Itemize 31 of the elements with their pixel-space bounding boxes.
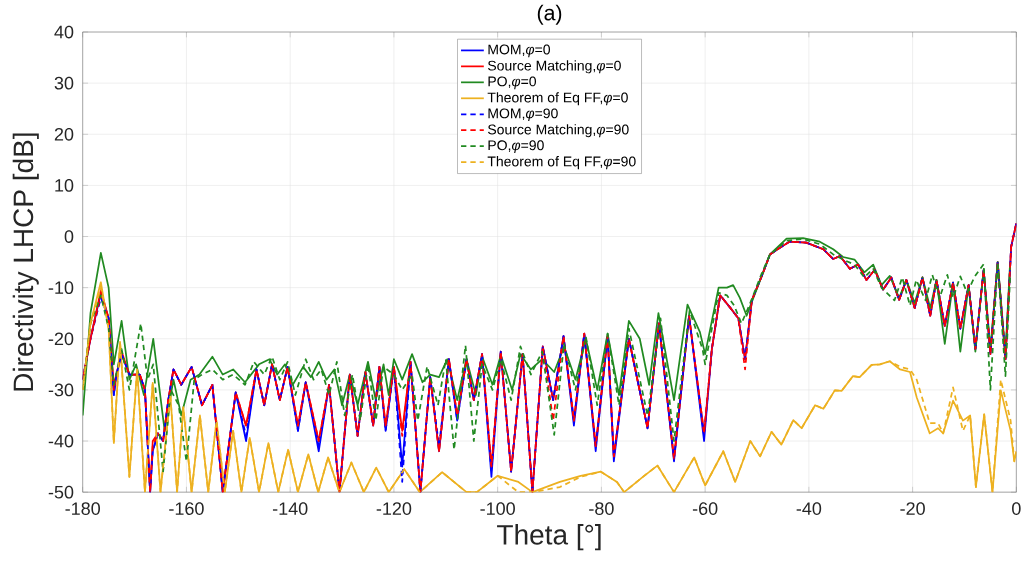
x-tick-label: -160	[169, 502, 204, 516]
x-tick-label: -180	[65, 502, 101, 516]
legend-label: Source Matching,φ=90	[487, 124, 629, 138]
x-tick-label: -40	[796, 502, 822, 516]
y-tick-label: -10	[48, 281, 74, 295]
y-tick-label: -30	[48, 383, 74, 397]
legend-label: Theorem of Eq FF,φ=0	[487, 92, 628, 106]
x-tick-label: -100	[480, 502, 515, 516]
y-tick-label: 10	[55, 179, 74, 192]
x-tick-label: -80	[589, 502, 614, 516]
x-tick-label: -120	[376, 502, 412, 516]
y-tick-label: -40	[48, 434, 74, 448]
y-tick-label: 40	[54, 25, 74, 39]
chart-title: (a)	[537, 4, 562, 25]
x-tick-label: -60	[692, 502, 718, 516]
y-tick-label: -20	[48, 332, 74, 346]
x-tick-label: 0	[1012, 502, 1021, 516]
legend-label: MOM,φ=90	[488, 108, 558, 122]
legend-label: MOM,φ=0	[488, 44, 551, 58]
legend-label: PO,φ=90	[488, 140, 544, 154]
legend-label: Source Matching,φ=0	[487, 60, 621, 74]
y-axis-title: Directivity LHCP [dB]	[12, 133, 39, 391]
legend-label: Theorem of Eq FF,φ=90	[487, 156, 636, 170]
legend-label: PO,φ=0	[488, 76, 537, 90]
x-tick-label: -140	[272, 502, 308, 516]
x-tick-label: -20	[900, 502, 925, 516]
y-tick-label: 30	[54, 77, 74, 90]
x-axis-title: Theta [°]	[497, 524, 601, 551]
y-tick-label: 20	[54, 128, 74, 141]
y-tick-label: -50	[48, 486, 74, 499]
y-tick-label: 0	[64, 230, 74, 244]
